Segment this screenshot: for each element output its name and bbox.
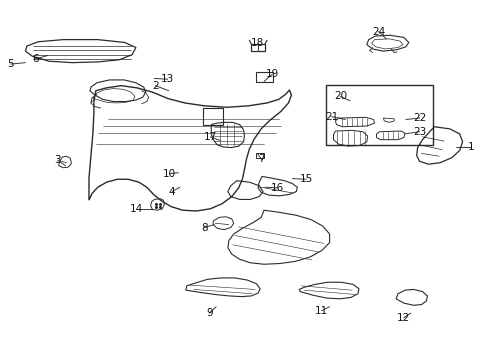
Bar xyxy=(203,108,223,125)
Text: 7: 7 xyxy=(258,154,264,165)
Text: 8: 8 xyxy=(201,222,207,233)
Text: 12: 12 xyxy=(396,312,410,323)
Text: 18: 18 xyxy=(250,38,264,48)
Text: 19: 19 xyxy=(265,69,279,79)
Text: 24: 24 xyxy=(371,27,385,37)
Text: 21: 21 xyxy=(324,112,338,122)
Text: 10: 10 xyxy=(163,168,175,179)
Text: 16: 16 xyxy=(270,183,284,193)
Text: 6: 6 xyxy=(32,54,39,64)
Text: 23: 23 xyxy=(412,127,426,137)
Text: 14: 14 xyxy=(130,204,143,214)
Bar xyxy=(325,85,432,145)
Text: 13: 13 xyxy=(161,74,174,84)
Bar xyxy=(256,72,272,82)
Text: 2: 2 xyxy=(152,81,159,91)
Text: 4: 4 xyxy=(168,186,175,197)
Text: 5: 5 xyxy=(7,59,14,69)
Text: 9: 9 xyxy=(205,308,212,318)
Text: 20: 20 xyxy=(333,91,346,102)
Text: 1: 1 xyxy=(467,141,474,152)
Text: 17: 17 xyxy=(203,132,217,142)
Text: 22: 22 xyxy=(412,113,426,123)
Text: 15: 15 xyxy=(299,174,312,184)
Text: 3: 3 xyxy=(54,155,61,165)
Text: 11: 11 xyxy=(314,306,328,316)
